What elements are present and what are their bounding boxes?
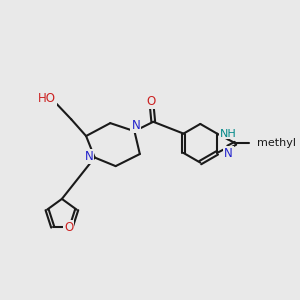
- Text: O: O: [64, 220, 73, 234]
- Text: N: N: [131, 119, 140, 132]
- Text: N: N: [84, 150, 93, 163]
- Text: O: O: [146, 95, 156, 108]
- Text: HO: HO: [38, 92, 56, 105]
- Text: methyl: methyl: [257, 138, 296, 148]
- Text: NH: NH: [220, 128, 237, 139]
- Text: N: N: [224, 147, 233, 160]
